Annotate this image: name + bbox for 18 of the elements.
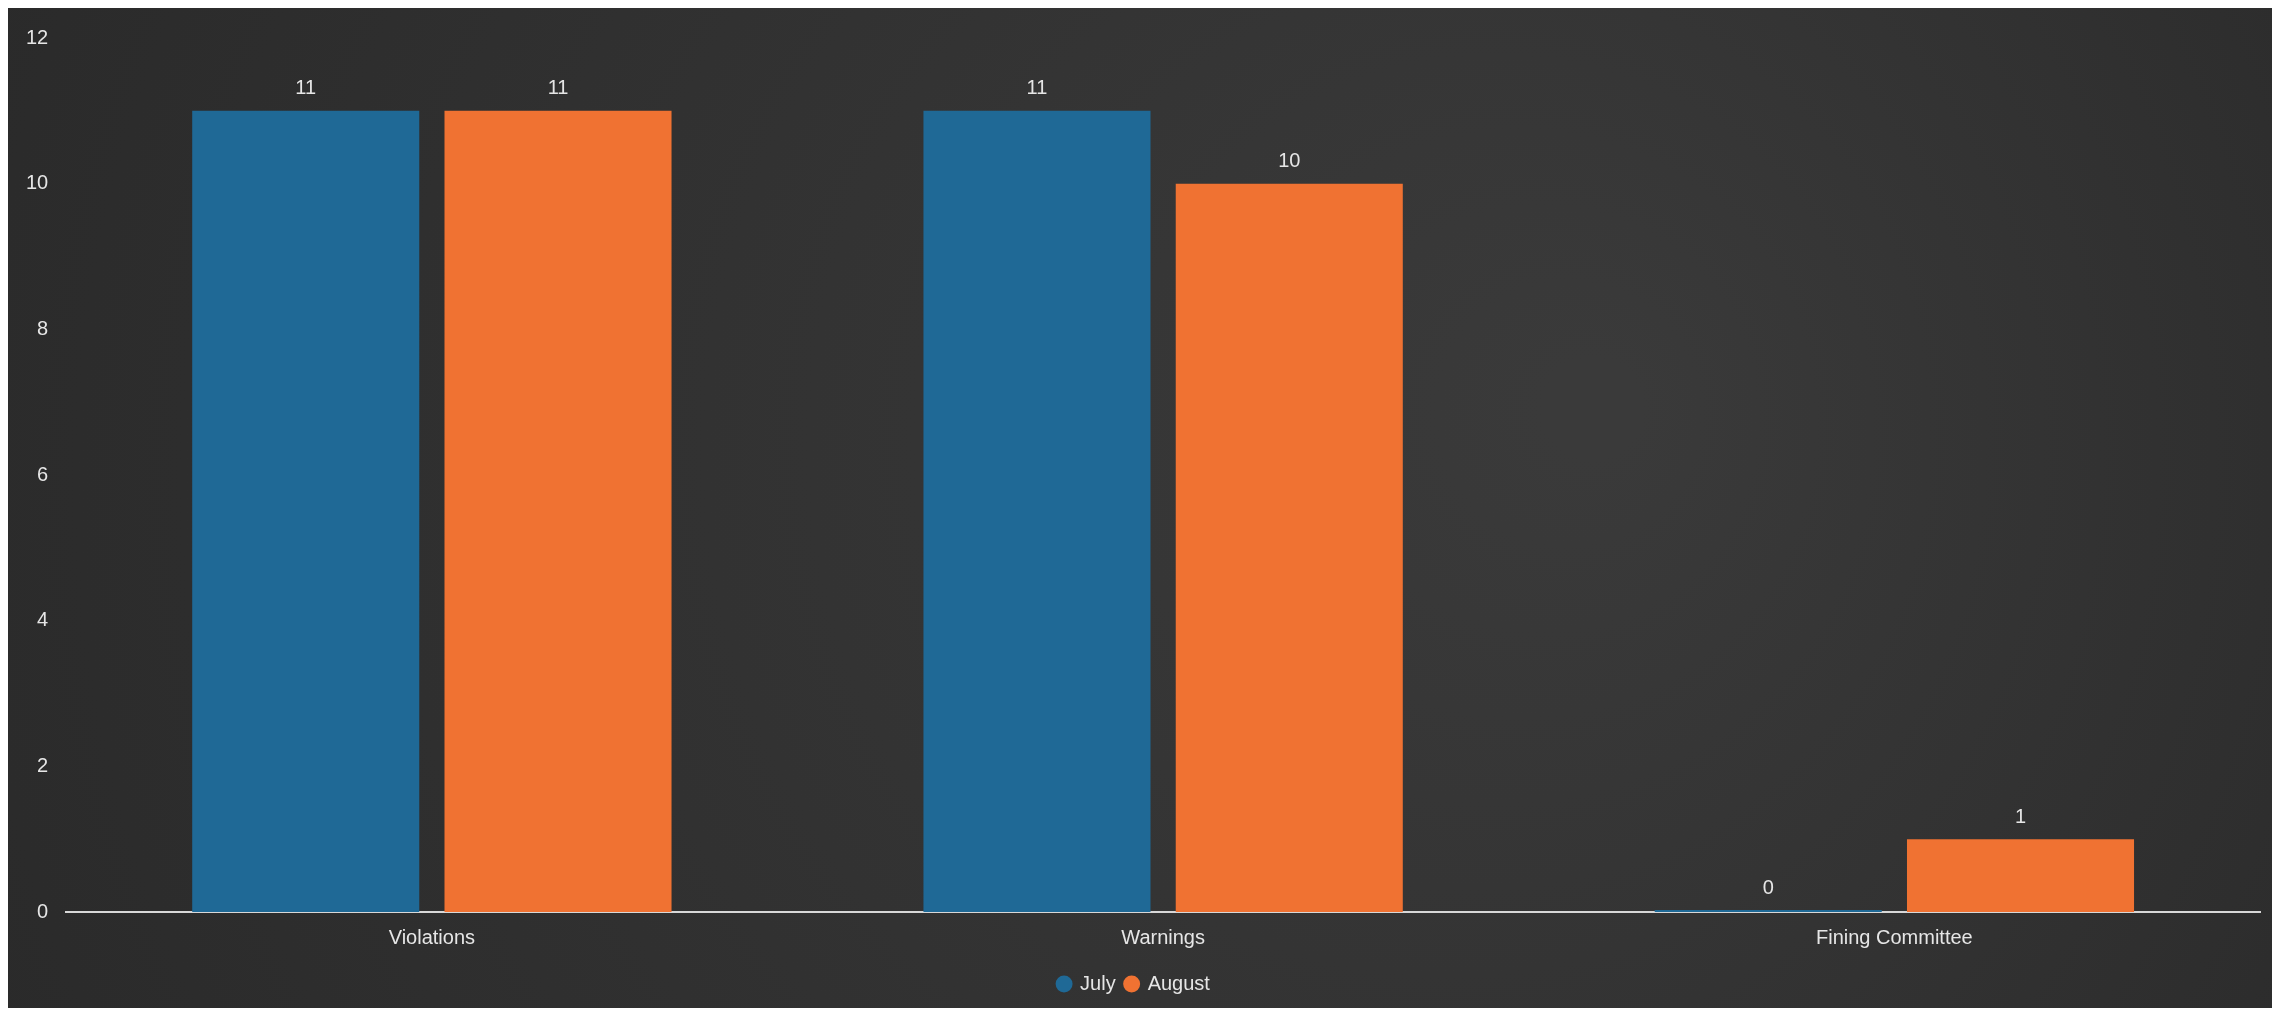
y-tick-label: 4 [37, 608, 49, 631]
y-tick-label: 12 [26, 25, 49, 48]
data-label: 11 [295, 76, 317, 99]
x-tick-label: Fining Committee [1816, 925, 1973, 948]
x-tick-label: Violations [388, 925, 476, 948]
data-label: 1 [2014, 804, 2027, 827]
y-tick-label: 2 [37, 753, 49, 776]
x-tick-label: Warnings [1121, 925, 1205, 948]
legend-label: July [1080, 971, 1116, 994]
data-label: 10 [1278, 149, 1301, 172]
y-tick-label: 8 [37, 316, 49, 339]
y-tick-label: 10 [26, 171, 49, 194]
data-label: 0 [1762, 875, 1774, 898]
y-tick-label: 6 [37, 462, 49, 485]
y-tick-label: 0 [37, 899, 49, 922]
data-label: 11 [547, 76, 569, 99]
data-label: 11 [1026, 76, 1048, 99]
legend-label: August [1147, 971, 1211, 994]
